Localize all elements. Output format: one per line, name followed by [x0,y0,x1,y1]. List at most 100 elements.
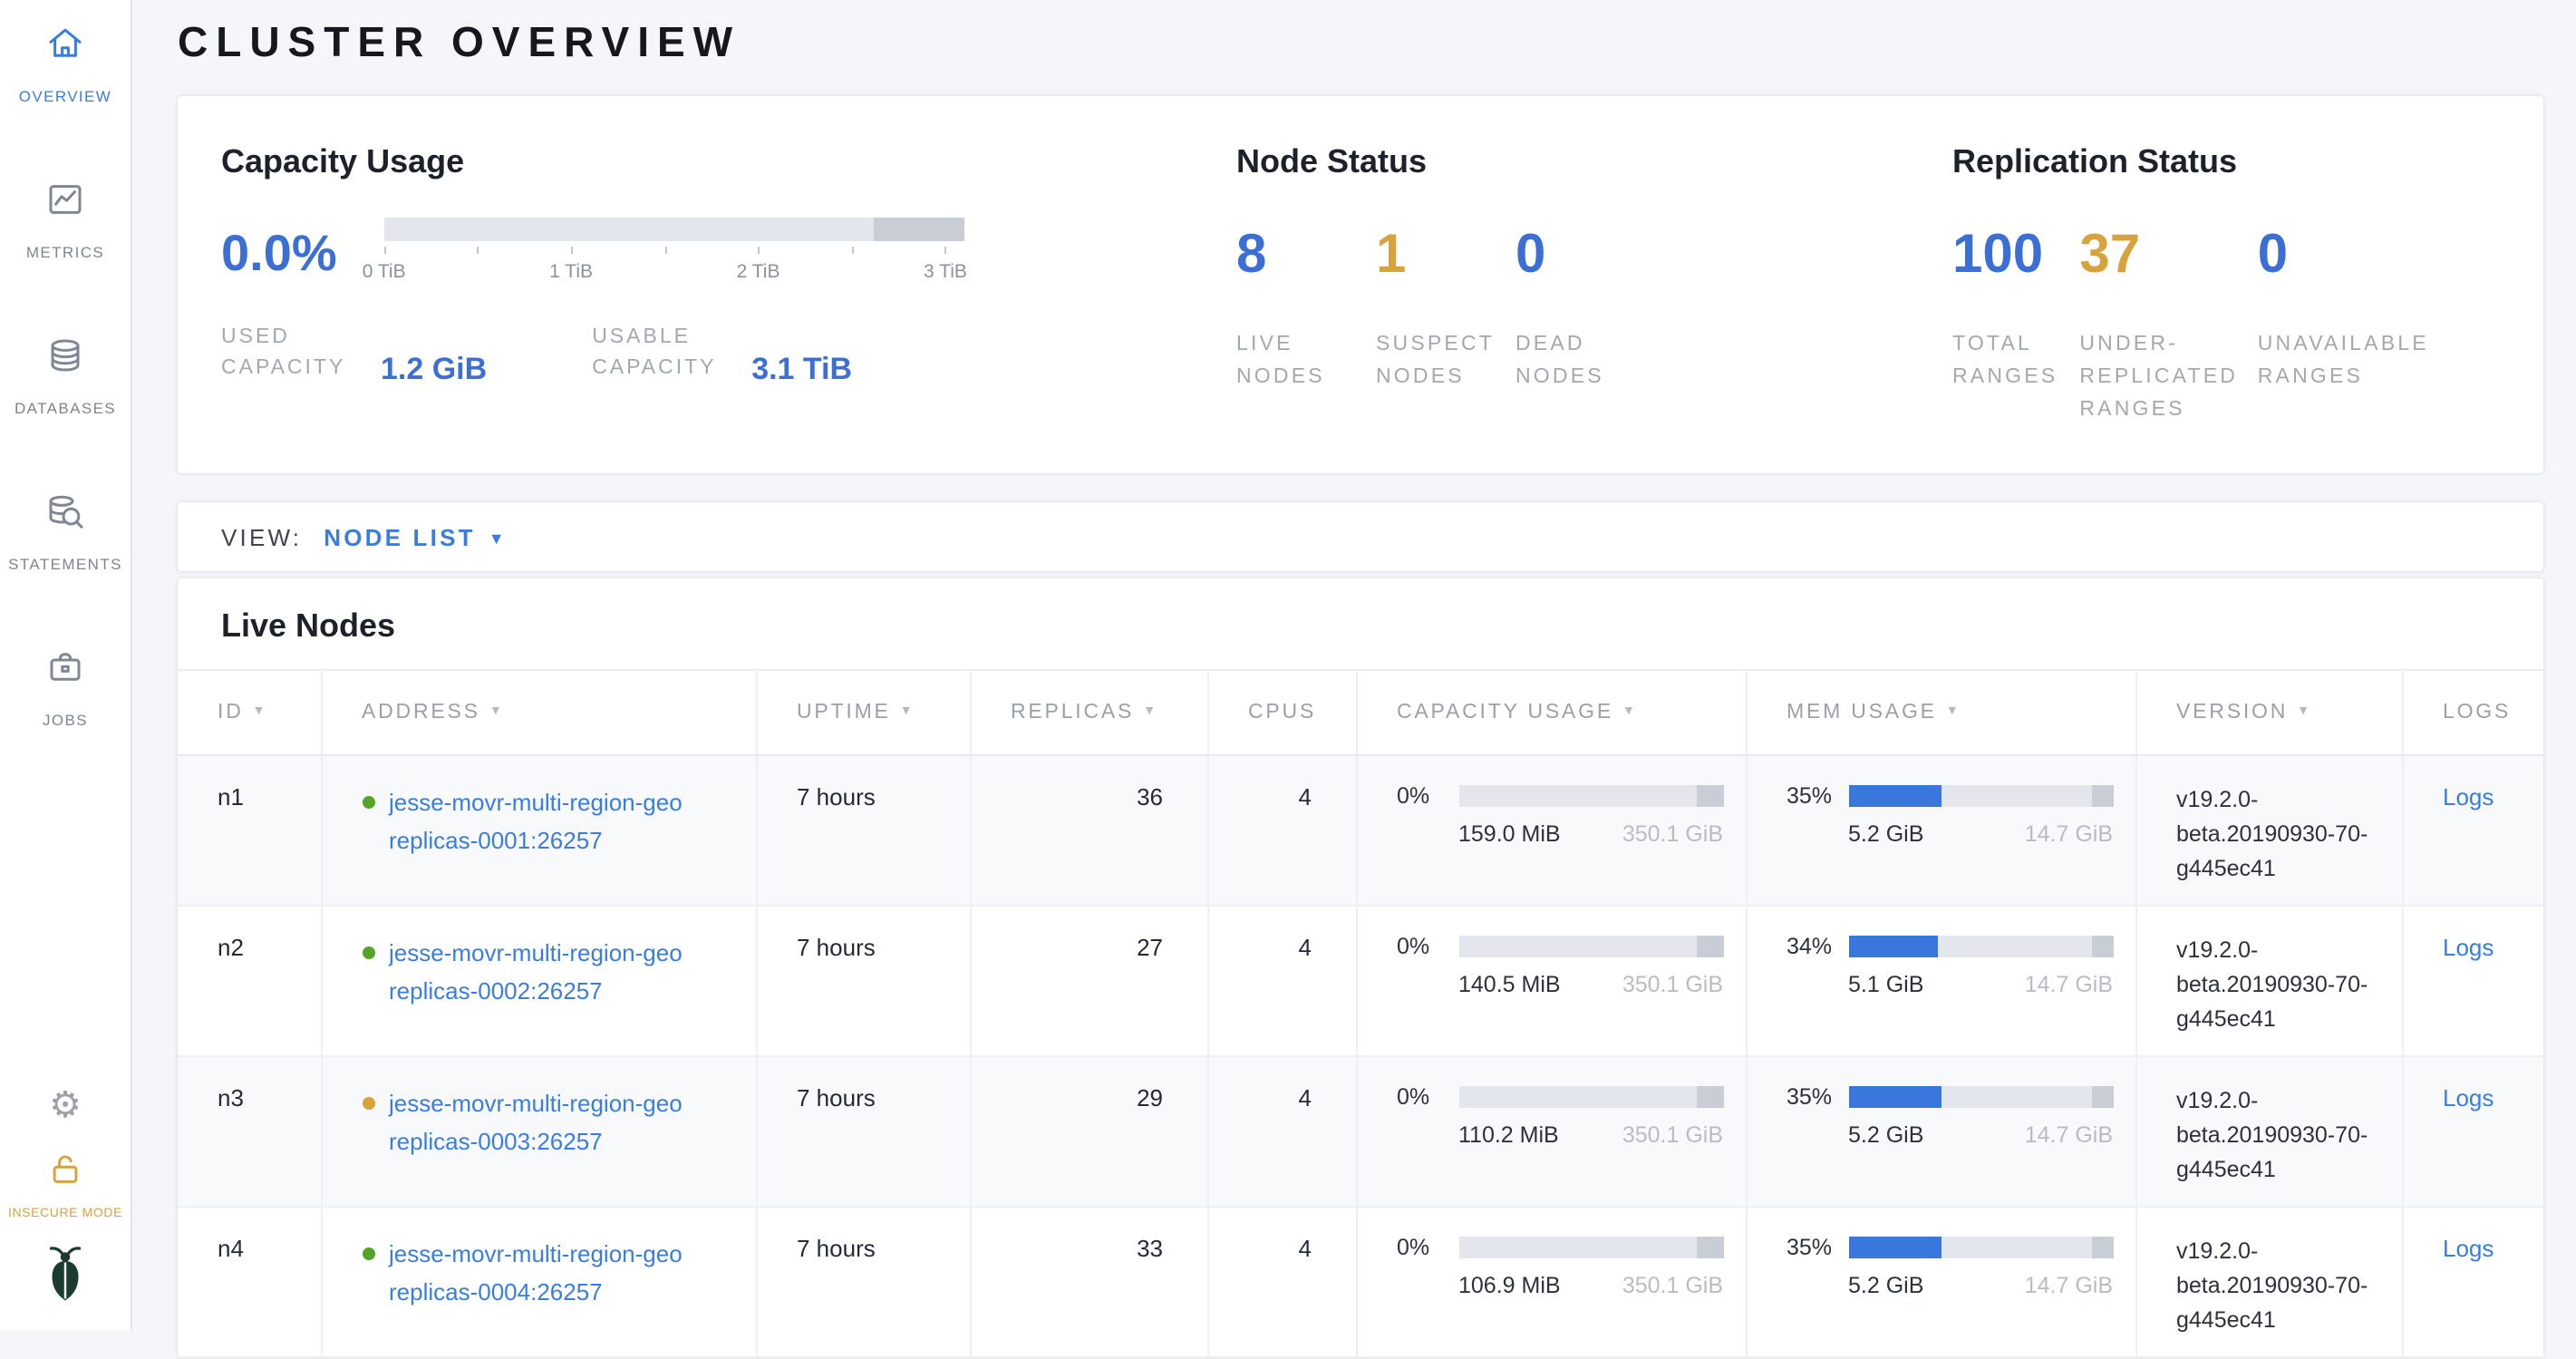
gauge-tick-label: 3 TiB [924,261,967,283]
node-address-link[interactable]: jesse-movr-multi-region-geo replicas-0001… [389,789,683,855]
column-header-cpus[interactable]: CPUS [1207,669,1357,757]
version-cell: v19.2.0-beta.20190930-70-g445ec41 [2135,906,2403,1057]
mem-usage-cell: 35% 5.2 GiB 14.7 GiB [1746,1056,2136,1208]
main-content: CLUSTER OVERVIEW Capacity Usage 0.0% [132,0,2576,1359]
sort-arrow-icon: ▼ [1143,705,1158,719]
sidebar-item-jobs[interactable]: JOBS [43,646,88,729]
column-header-replicas[interactable]: REPLICAS ▼ [970,669,1208,757]
chevron-down-icon: ▼ [488,529,505,548]
chart-icon [44,178,87,230]
table-row: n1 jesse-movr-multi-region-geo replicas-0… [178,755,2543,907]
capacity-bar [1458,785,1723,808]
sidebar-item-overview[interactable]: OVERVIEW [19,22,112,105]
node-address-link[interactable]: jesse-movr-multi-region-geo replicas-0002… [389,939,683,1005]
version-cell: v19.2.0-beta.20190930-70-g445ec41 [2135,1056,2403,1208]
sort-arrow-icon: ▼ [252,705,268,719]
version-cell: v19.2.0-beta.20190930-70-g445ec41 [2135,755,2403,907]
sidebar-item-label: DATABASES [14,399,117,417]
uptime-cell: 7 hours [756,1056,971,1208]
live-nodes-card: Live Nodes ID ▼ ADDRESS ▼ UPTIME ▼ REPLICAS… [178,578,2543,1359]
app-window: OVERVIEW METRICS DATABASES STATEMENTS JO [7,0,2576,1359]
sidebar-item-statements[interactable]: STATEMENTS [8,490,122,573]
live-nodes-title: Live Nodes [221,607,396,645]
cockroachdb-logo[interactable] [38,1242,92,1316]
node-address-link[interactable]: jesse-movr-multi-region-geo replicas-0003… [389,1090,683,1156]
column-header-version[interactable]: VERSION ▼ [2135,669,2403,757]
replicas-cell: 33 [970,1207,1208,1358]
logs-link[interactable]: Logs [2443,1235,2494,1263]
uptime-cell: 7 hours [756,906,971,1057]
mem-usage-cell: 35% 5.2 GiB 14.7 GiB [1746,1207,2136,1358]
sidebar-item-label: METRICS [25,243,105,261]
node-address-link[interactable]: jesse-movr-multi-region-geo replicas-0004… [389,1240,683,1306]
view-selector-dropdown[interactable]: NODE LIST ▼ [324,523,505,551]
replication-status-section: Replication Status 100 TOTAL RANGES 37 U… [1952,143,2500,427]
logs-link[interactable]: Logs [2443,1084,2494,1112]
capacity-usage-cell: 0% 140.5 MiB 350.1 GiB [1356,906,1747,1057]
section-title: Capacity Usage [221,143,465,180]
column-header-uptime[interactable]: UPTIME ▼ [756,669,971,757]
sidebar-item-label: OVERVIEW [18,87,112,105]
logs-cell: Logs [2402,1057,2543,1208]
usable-capacity-label: USABLE CAPACITY [592,326,717,380]
table-row: n4 jesse-movr-multi-region-geo replicas-0… [178,1207,2543,1358]
sidebar-item-metrics[interactable]: METRICS [26,178,104,261]
column-header-id[interactable]: ID ▼ [178,669,322,757]
capacity-bar [1458,936,1723,958]
memory-bar [1848,1237,2113,1259]
capacity-percent-value: 0.0% [221,225,337,281]
total-ranges-stat: 100 TOTAL RANGES [1952,225,2058,388]
table-row: n2 jesse-movr-multi-region-geo replicas-0… [178,906,2543,1057]
gear-icon: ⚙ [49,1086,82,1126]
capacity-usage-cell: 0% 110.2 MiB 350.1 GiB [1356,1056,1747,1208]
view-bar: VIEW: NODE LIST ▼ [178,502,2543,572]
live-nodes-table: ID ▼ ADDRESS ▼ UPTIME ▼ REPLICAS ▼ CPUS CAPA… [178,669,2543,1359]
sidebar-item-databases[interactable]: DATABASES [15,334,116,417]
insecure-mode-label: INSECURE MODE [7,1208,123,1220]
mem-usage-cell: 34% 5.1 GiB 14.7 GiB [1746,906,2136,1057]
logs-link[interactable]: Logs [2443,934,2494,962]
cpus-cell: 4 [1207,906,1357,1057]
bug-icon [38,1247,92,1315]
live-nodes-stat: 8 LIVE NODES [1236,225,1325,388]
database-search-icon [44,490,87,542]
memory-bar [1848,936,2113,958]
capacity-bar [1458,1086,1723,1109]
capacity-usage-cell: 0% 106.9 MiB 350.1 GiB [1356,1207,1747,1358]
column-header-address[interactable]: ADDRESS ▼ [321,669,757,757]
capacity-bar [1458,1237,1723,1259]
memory-bar [1848,785,2113,808]
dead-nodes-stat: 0 DEAD NODES [1516,225,1604,388]
sort-arrow-icon: ▼ [2297,705,2312,719]
logs-cell: Logs [2402,1208,2543,1358]
insecure-mode-indicator[interactable]: INSECURE MODE [8,1150,122,1220]
column-header-capacity-usage[interactable]: CAPACITY USAGE ▼ [1356,669,1747,757]
section-title: Replication Status [1952,143,2238,180]
sort-arrow-icon: ▼ [1945,705,1961,719]
briefcase-icon [44,646,87,698]
logs-cell: Logs [2402,756,2543,907]
node-address-cell: jesse-movr-multi-region-geo replicas-0002… [321,906,757,1057]
column-header-mem-usage[interactable]: MEM USAGE ▼ [1746,669,2136,757]
gauge-tick-label: 1 TiB [549,261,594,283]
settings-button[interactable]: ⚙ [49,1088,82,1124]
sidebar-item-label: JOBS [42,711,88,729]
page-title: CLUSTER OVERVIEW [178,18,741,65]
section-title: Node Status [1236,143,1428,180]
cluster-summary-card: Capacity Usage 0.0% [178,96,2543,474]
logs-link[interactable]: Logs [2443,783,2494,811]
node-address-cell: jesse-movr-multi-region-geo replicas-0001… [321,755,757,907]
replicas-cell: 29 [970,1056,1208,1208]
column-header-logs[interactable]: LOGS [2402,669,2543,757]
under-replicated-ranges-stat: 37 UNDER-REPLICATED RANGES [2079,225,2239,421]
usable-capacity-value: 3.1 TiB [751,351,853,385]
used-capacity-value: 1.2 GiB [381,351,488,385]
node-status-section: Node Status 8 LIVE NODES 1 SUSPECT NODES… [1236,143,1952,427]
uptime-cell: 7 hours [756,755,971,907]
node-id-cell: n2 [178,906,322,1057]
node-status-dot [362,946,374,960]
view-label: VIEW: [221,523,303,551]
sidebar-item-label: STATEMENTS [8,555,122,573]
used-capacity-stat: USED CAPACITY 1.2 GiB [221,323,487,385]
unlocked-padlock-icon [45,1150,85,1199]
